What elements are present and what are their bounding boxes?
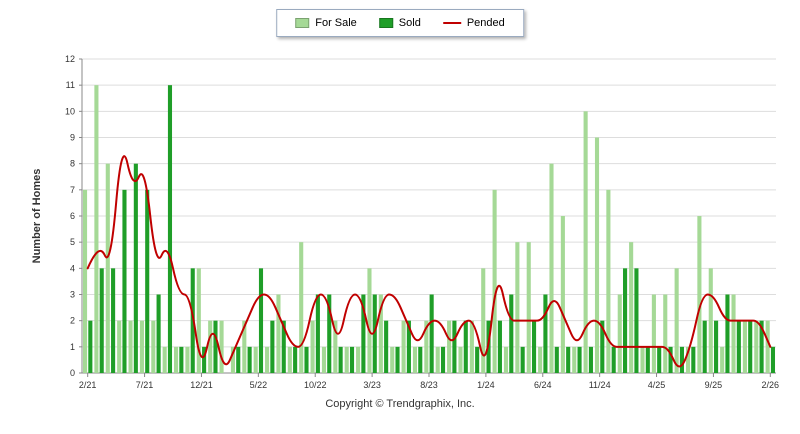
for-sale-swatch-icon [295,18,310,28]
svg-text:6/24: 6/24 [534,380,552,390]
svg-text:5: 5 [70,237,75,247]
svg-text:9/25: 9/25 [705,380,723,390]
svg-text:2/26: 2/26 [762,380,780,390]
legend-label-sold: Sold [398,17,421,29]
legend: For Sale Sold Pended [276,9,524,37]
svg-text:Number of Homes: Number of Homes [31,169,43,264]
svg-text:4: 4 [70,263,75,273]
copyright-text: Copyright © Trendgraphix, Inc. [325,398,475,410]
svg-text:7/21: 7/21 [136,380,154,390]
svg-text:2: 2 [70,316,75,326]
pended-line-icon [442,22,461,24]
svg-text:12: 12 [65,54,75,64]
svg-text:1/24: 1/24 [477,380,495,390]
svg-text:2/21: 2/21 [79,380,97,390]
legend-label-for-sale: For Sale [315,17,357,29]
svg-text:0: 0 [70,368,75,378]
sold-swatch-icon [378,18,393,28]
legend-label-pended: Pended [466,17,505,29]
svg-text:11: 11 [66,80,75,90]
svg-text:3: 3 [70,290,75,300]
svg-text:6: 6 [70,211,75,221]
legend-item-for-sale: For Sale [295,17,357,29]
svg-text:4/25: 4/25 [648,380,666,390]
svg-text:3/23: 3/23 [363,380,381,390]
svg-text:10: 10 [65,106,75,116]
svg-text:8: 8 [70,159,75,169]
legend-item-sold: Sold [378,17,421,29]
svg-text:8/23: 8/23 [420,380,438,390]
svg-text:7: 7 [70,185,75,195]
legend-item-pended: Pended [442,17,505,29]
svg-text:12/21: 12/21 [190,380,213,390]
svg-text:9: 9 [70,133,75,143]
svg-text:1: 1 [70,342,75,352]
svg-text:10/22: 10/22 [304,380,327,390]
svg-text:5/22: 5/22 [250,380,268,390]
svg-text:11/24: 11/24 [589,380,611,390]
